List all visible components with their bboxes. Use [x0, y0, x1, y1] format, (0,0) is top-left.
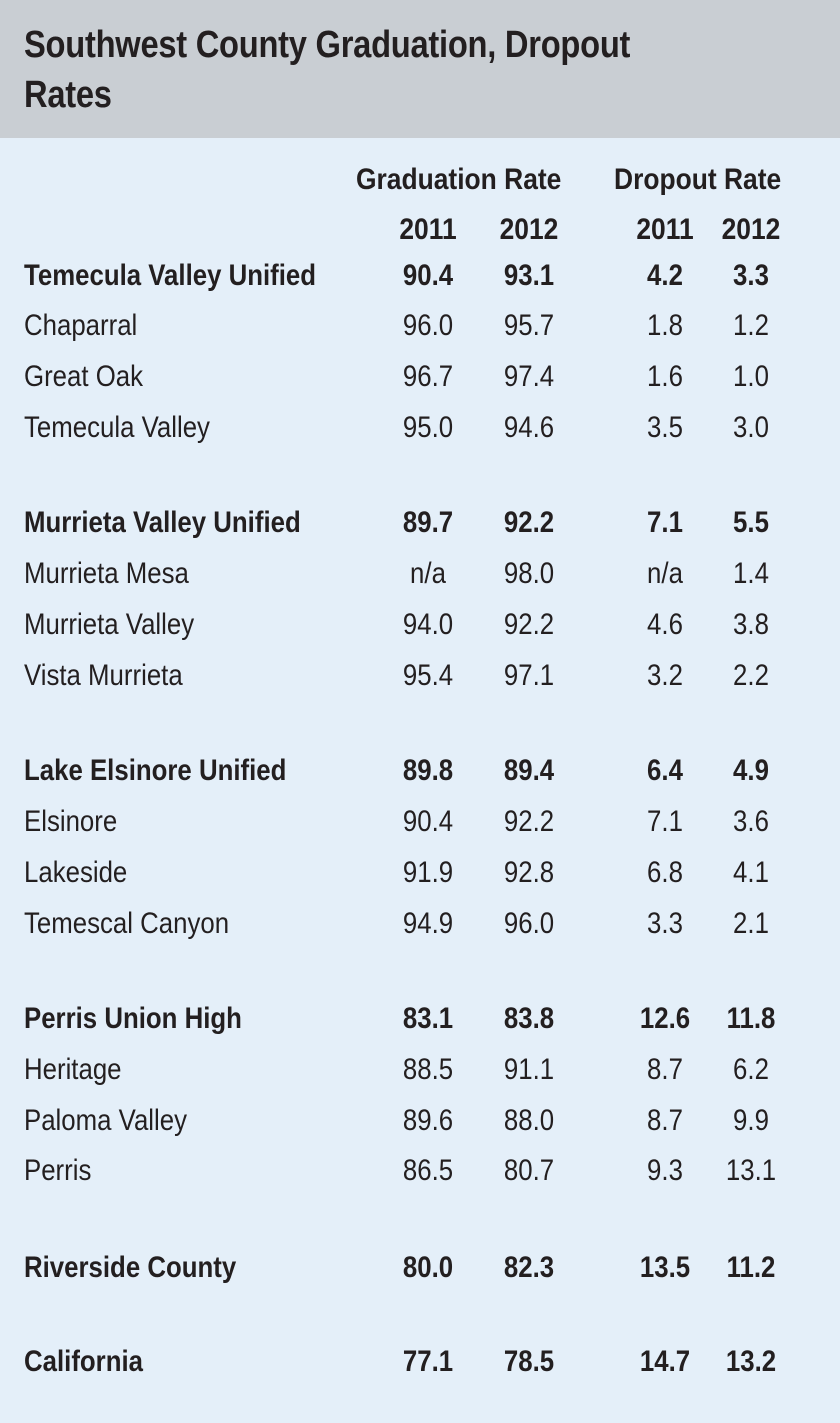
row-value: 3.2 — [647, 659, 683, 692]
row-label: Lake Elsinore Unified — [24, 754, 287, 787]
row-value: n/a — [647, 557, 683, 590]
row-value: n/a — [410, 557, 446, 590]
row-value: 13.1 — [725, 1154, 777, 1187]
row-value: 92.2 — [503, 608, 555, 641]
row-value: 4.6 — [647, 608, 683, 641]
row-value: 80.0 — [402, 1251, 454, 1284]
row-value: 88.0 — [503, 1104, 555, 1137]
row-label: Heritage — [24, 1053, 122, 1086]
row-value: 3.5 — [647, 411, 683, 444]
row-value: 9.3 — [647, 1154, 683, 1187]
row-value: 4.9 — [733, 754, 769, 787]
row-value: 7.1 — [647, 805, 683, 838]
title-band — [0, 0, 840, 138]
row-value: 82.3 — [503, 1251, 555, 1284]
row-value: 6.8 — [647, 856, 683, 889]
table-title: Southwest County Graduation, Dropout Rat… — [24, 24, 631, 116]
row-label: Murrieta Valley Unified — [24, 506, 301, 539]
row-value: 3.3 — [647, 907, 683, 940]
row-value: 90.4 — [402, 259, 454, 292]
row-value: 13.5 — [639, 1251, 691, 1284]
row-value: 91.1 — [503, 1053, 555, 1086]
year-header-grad-2012: 2012 — [499, 213, 559, 246]
row-value: 96.0 — [503, 907, 555, 940]
dropout-rate-header: Dropout Rate — [614, 163, 782, 196]
row-value: 4.2 — [647, 259, 683, 292]
row-value: 9.9 — [733, 1104, 769, 1137]
row-value: 1.0 — [733, 360, 769, 393]
row-label: Great Oak — [24, 360, 144, 393]
row-value: 94.0 — [402, 608, 454, 641]
row-value: 4.1 — [733, 856, 769, 889]
row-value: 8.7 — [647, 1104, 683, 1137]
row-label: Lakeside — [24, 856, 128, 889]
row-value: 11.8 — [726, 1002, 776, 1035]
row-label: Riverside County — [24, 1251, 237, 1284]
row-value: 3.6 — [733, 805, 769, 838]
row-value: 11.2 — [726, 1251, 776, 1284]
row-value: 3.3 — [733, 259, 769, 292]
row-value: 12.6 — [639, 1002, 691, 1035]
row-value: 91.9 — [402, 856, 454, 889]
row-value: 96.0 — [402, 309, 454, 342]
row-label: Temecula Valley — [24, 411, 210, 444]
row-value: 80.7 — [503, 1154, 555, 1187]
row-label: Perris Union High — [24, 1002, 242, 1035]
row-value: 93.1 — [503, 259, 555, 292]
row-value: 98.0 — [503, 557, 555, 590]
row-value: 3.0 — [733, 411, 769, 444]
row-value: 89.6 — [402, 1104, 454, 1137]
row-label: Paloma Valley — [24, 1104, 188, 1137]
row-value: 89.8 — [402, 754, 454, 787]
row-label: Temescal Canyon — [24, 907, 230, 940]
row-value: 90.4 — [402, 805, 454, 838]
row-value: 1.8 — [647, 309, 683, 342]
row-label: Perris — [24, 1154, 92, 1187]
row-label: California — [24, 1345, 143, 1378]
row-value: 6.4 — [647, 754, 683, 787]
row-label: Temecula Valley Unified — [24, 259, 317, 292]
row-label: Murrieta Valley — [24, 608, 195, 641]
row-value: 95.7 — [503, 309, 555, 342]
row-value: 83.8 — [503, 1002, 555, 1035]
row-value: 97.4 — [503, 360, 555, 393]
row-value: 89.4 — [503, 754, 555, 787]
row-value: 1.2 — [733, 309, 769, 342]
row-value: 1.6 — [647, 360, 683, 393]
row-value: 92.2 — [503, 506, 555, 539]
row-value: 78.5 — [503, 1345, 555, 1378]
row-value: 92.2 — [503, 805, 555, 838]
row-value: 14.7 — [639, 1345, 691, 1378]
row-value: 95.4 — [402, 659, 454, 692]
row-value: 77.1 — [402, 1345, 454, 1378]
row-value: 92.8 — [503, 856, 555, 889]
row-value: 2.2 — [733, 659, 769, 692]
row-value: 94.6 — [503, 411, 555, 444]
row-value: 83.1 — [402, 1002, 454, 1035]
year-header-drop-2012: 2012 — [721, 213, 781, 246]
row-value: 97.1 — [503, 659, 555, 692]
row-value: 88.5 — [402, 1053, 454, 1086]
row-value: 2.1 — [733, 907, 769, 940]
row-value: 1.4 — [733, 557, 769, 590]
row-label: Chaparral — [24, 309, 138, 342]
row-value: 86.5 — [402, 1154, 454, 1187]
row-value: 95.0 — [402, 411, 454, 444]
year-header-grad-2011: 2011 — [399, 213, 457, 246]
row-value: 5.5 — [733, 506, 769, 539]
row-value: 8.7 — [647, 1053, 683, 1086]
row-value: 96.7 — [402, 360, 454, 393]
row-value: 13.2 — [725, 1345, 777, 1378]
row-label: Vista Murrieta — [24, 659, 183, 692]
row-label: Murrieta Mesa — [24, 557, 189, 590]
row-value: 89.7 — [402, 506, 454, 539]
graduation-rate-header: Graduation Rate — [356, 163, 562, 196]
row-label: Elsinore — [24, 805, 118, 838]
row-value: 94.9 — [402, 907, 454, 940]
row-value: 3.8 — [733, 608, 769, 641]
year-header-drop-2011: 2011 — [636, 213, 694, 246]
row-value: 7.1 — [647, 506, 683, 539]
row-value: 6.2 — [733, 1053, 769, 1086]
